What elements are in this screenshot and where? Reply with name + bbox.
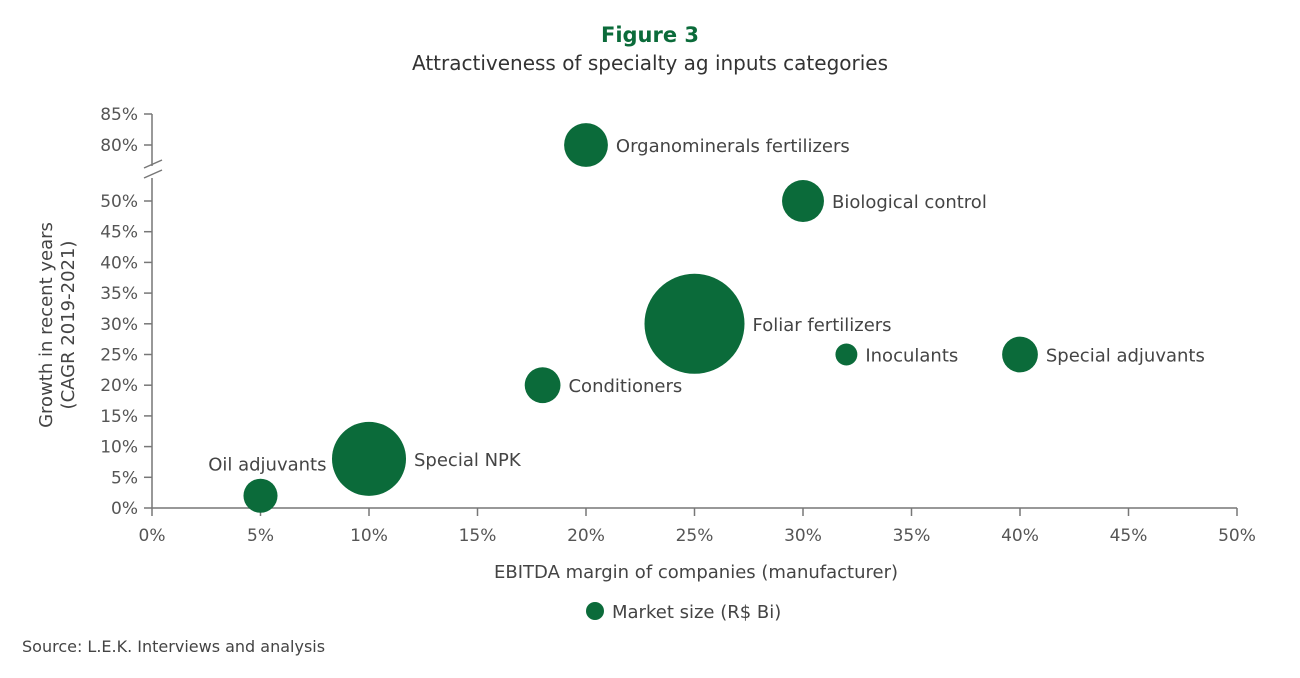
y-tick-label: 10% bbox=[100, 438, 138, 458]
chart-title: Figure 3 bbox=[601, 23, 699, 47]
bubble bbox=[835, 343, 858, 366]
y-tick-label: 40% bbox=[100, 253, 138, 273]
source-note: Source: L.E.K. Interviews and analysis bbox=[22, 637, 325, 656]
bubble bbox=[564, 123, 608, 167]
chart-subtitle: Attractiveness of specialty ag inputs ca… bbox=[412, 51, 888, 75]
y-tick-label: 35% bbox=[100, 284, 138, 304]
x-tick-label: 20% bbox=[567, 526, 605, 546]
y-tick-label: 85% bbox=[100, 105, 138, 125]
y-axis-label: Growth in recent years (CAGR 2019-2021) bbox=[36, 222, 79, 428]
legend-marker bbox=[586, 602, 604, 620]
x-axis-label: EBITDA margin of companies (manufacturer… bbox=[494, 562, 898, 583]
axes: 0% 5% 10% 15% 20% 25% 30% 35% 40% 45% 50% 0% 5% 10% 15… bbox=[100, 105, 1256, 546]
x-tick-label: 25% bbox=[676, 526, 714, 546]
bubble bbox=[243, 478, 278, 513]
x-tick-label: 50% bbox=[1218, 526, 1256, 546]
y-tick-label: 50% bbox=[100, 192, 138, 212]
bubble-label: Foliar fertilizers bbox=[753, 315, 892, 336]
bubble-label: Inoculants bbox=[865, 346, 958, 367]
axis-break-mark bbox=[143, 169, 163, 179]
y-tick-label: 5% bbox=[111, 468, 138, 488]
x-tick-label: 35% bbox=[893, 526, 931, 546]
axis-break-mark bbox=[143, 159, 163, 169]
bubbles: Organominerals fertilizers Biological con… bbox=[208, 123, 1205, 513]
y-tick-label: 25% bbox=[100, 346, 138, 366]
y-axis-label-line2: (CAGR 2019-2021) bbox=[58, 241, 79, 410]
y-tick-label: 15% bbox=[100, 407, 138, 427]
x-tick-label: 15% bbox=[459, 526, 497, 546]
x-tick-label: 0% bbox=[139, 526, 166, 546]
y-tick-label: 30% bbox=[100, 315, 138, 335]
x-tick-label: 10% bbox=[350, 526, 388, 546]
y-tick-label: 45% bbox=[100, 223, 138, 243]
x-tick-label: 30% bbox=[784, 526, 822, 546]
bubble-label: Oil adjuvants bbox=[208, 455, 326, 476]
bubble bbox=[644, 273, 745, 374]
bubble bbox=[1002, 336, 1038, 373]
x-tick-label: 40% bbox=[1001, 526, 1039, 546]
y-axis-label-line1: Growth in recent years bbox=[36, 222, 57, 428]
bubble bbox=[524, 367, 561, 404]
legend: Market size (R$ Bi) bbox=[586, 602, 781, 623]
x-tick-label: 45% bbox=[1110, 526, 1148, 546]
y-tick-label: 0% bbox=[111, 499, 138, 519]
bubble-label: Conditioners bbox=[568, 376, 682, 397]
bubble-label: Organominerals fertilizers bbox=[616, 136, 850, 157]
bubble bbox=[782, 180, 824, 222]
y-tick-label: 80% bbox=[100, 136, 138, 156]
bubble-label: Special adjuvants bbox=[1046, 346, 1205, 367]
bubble bbox=[331, 421, 407, 496]
x-tick-label: 5% bbox=[247, 526, 274, 546]
y-tick-label: 20% bbox=[100, 376, 138, 396]
bubble-label: Special NPK bbox=[414, 450, 522, 471]
bubble-label: Biological control bbox=[832, 192, 987, 213]
legend-label: Market size (R$ Bi) bbox=[612, 602, 781, 623]
